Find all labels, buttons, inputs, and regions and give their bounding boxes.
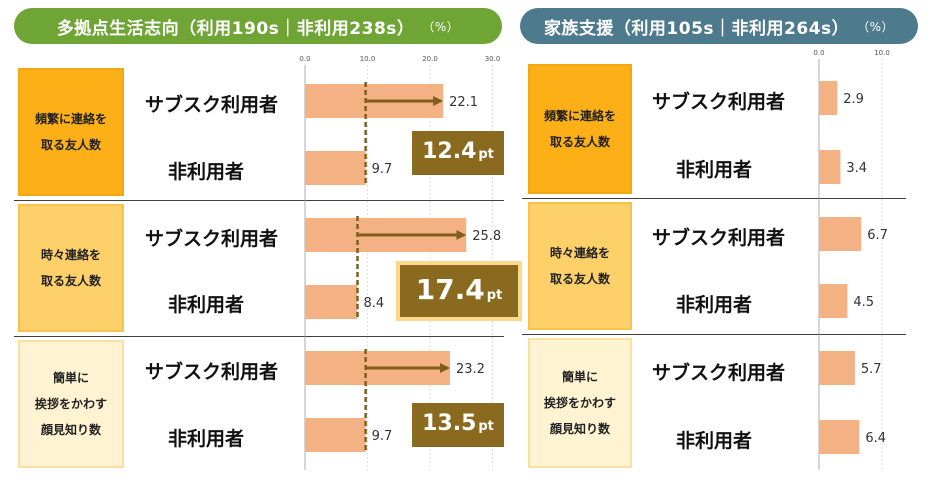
left-panel-title-text: 多拠点生活志向（利用190s｜非利用238s） bbox=[56, 18, 415, 39]
data-label-user: 23.2 bbox=[456, 362, 485, 377]
category-line: 取る友人数 bbox=[549, 135, 610, 149]
bar-nonuser bbox=[305, 285, 358, 319]
category-line: 顔見知り数 bbox=[549, 422, 610, 436]
data-label-user: 2.9 bbox=[843, 92, 864, 107]
diff-box-sometimes: 17.4 pt bbox=[396, 261, 522, 321]
data-label-user: 22.1 bbox=[449, 95, 478, 110]
data-label-nonuser: 9.7 bbox=[372, 162, 393, 177]
diff-value: 13.5 bbox=[422, 411, 477, 436]
category-line: 時々連絡を bbox=[40, 248, 101, 262]
data-label-nonuser: 9.7 bbox=[372, 429, 393, 444]
right-user-label-3: サブスク利用者 bbox=[652, 362, 786, 384]
left-row-separator bbox=[14, 336, 504, 337]
diff-unit: pt bbox=[478, 147, 494, 162]
bar-nonuser bbox=[305, 151, 366, 185]
data-label-user: 5.7 bbox=[861, 362, 882, 377]
right-category-sometimes: 時々連絡を取る友人数 bbox=[528, 202, 632, 330]
axis-tick-label: 10.0 bbox=[874, 49, 890, 57]
right-category-frequent: 頻繁に連絡を 取る友人数 bbox=[528, 64, 632, 194]
bar-nonuser bbox=[305, 418, 366, 452]
data-label-user: 6.7 bbox=[867, 228, 888, 243]
axis-tick-label: 0.0 bbox=[299, 55, 310, 63]
diff-box-acquaintance: 13.5 pt bbox=[412, 403, 504, 447]
axis-tick-label: 10.0 bbox=[360, 55, 376, 63]
data-label-nonuser: 6.4 bbox=[865, 431, 886, 446]
right-nonuser-label-1: 非利用者 bbox=[676, 159, 753, 181]
right-category-acquaintance: 簡単に挨拶をかわす 顔見知り数 bbox=[528, 338, 632, 468]
diff-box-frequent: 12.4 pt bbox=[412, 131, 504, 175]
right-user-label-1: サブスク利用者 bbox=[652, 91, 786, 113]
data-label-user: 25.8 bbox=[472, 229, 501, 244]
left-panel-unit: （%） bbox=[422, 19, 460, 34]
category-line: 取る友人数 bbox=[549, 272, 610, 286]
left-user-label-3: サブスク利用者 bbox=[145, 361, 279, 383]
category-line: 頻繁に連絡を bbox=[543, 109, 616, 123]
bar-nonuser bbox=[819, 150, 841, 184]
bar-nonuser bbox=[819, 420, 860, 454]
bar-nonuser bbox=[819, 284, 848, 318]
left-category-frequent: 頻繁に連絡を 取る友人数 bbox=[18, 68, 124, 196]
left-row-separator bbox=[14, 200, 504, 201]
left-category-acquaintance: 簡単に挨拶をかわす 顔見知り数 bbox=[18, 340, 124, 468]
left-category-sometimes: 時々連絡を取る友人数 bbox=[18, 204, 124, 332]
left-nonuser-label-3: 非利用者 bbox=[168, 428, 245, 450]
bar-user bbox=[819, 217, 862, 251]
data-label-nonuser: 8.4 bbox=[364, 296, 385, 311]
diff-unit: pt bbox=[478, 419, 494, 434]
right-row-separator bbox=[522, 198, 906, 199]
category-line: 簡単に bbox=[52, 371, 89, 385]
left-user-label-1: サブスク利用者 bbox=[145, 94, 279, 116]
category-line: 取る友人数 bbox=[40, 274, 101, 288]
left-user-label-2: サブスク利用者 bbox=[145, 228, 279, 250]
diff-value: 17.4 bbox=[415, 273, 485, 306]
category-line: 頻繁に連絡を bbox=[34, 112, 107, 126]
right-panel-title: 家族支援（利用105s｜非利用264s） （%） bbox=[520, 8, 918, 44]
category-line: 時々連絡を bbox=[549, 246, 610, 260]
axis-tick-label: 20.0 bbox=[422, 55, 438, 63]
data-label-nonuser: 4.5 bbox=[853, 295, 874, 310]
bar-user bbox=[819, 351, 855, 385]
axis-tick-label: 0.0 bbox=[813, 49, 824, 57]
left-panel-title: 多拠点生活志向（利用190s｜非利用238s） （%） bbox=[14, 8, 502, 44]
left-nonuser-label-1: 非利用者 bbox=[168, 161, 245, 183]
diff-value: 12.4 bbox=[422, 139, 477, 164]
right-row-separator bbox=[522, 334, 906, 335]
category-line: 取る友人数 bbox=[40, 138, 101, 152]
right-panel-unit: （%） bbox=[857, 19, 895, 34]
right-panel-title-text: 家族支援（利用105s｜非利用264s） bbox=[543, 18, 850, 39]
right-nonuser-label-3: 非利用者 bbox=[676, 430, 753, 452]
category-line: 挨拶をかわす bbox=[34, 397, 107, 411]
category-line: 簡単に bbox=[561, 370, 598, 384]
bar-user bbox=[819, 81, 838, 115]
axis-tick-label: 30.0 bbox=[485, 55, 501, 63]
category-line: 顔見知り数 bbox=[40, 423, 101, 437]
diff-unit: pt bbox=[486, 288, 503, 303]
right-nonuser-label-2: 非利用者 bbox=[676, 294, 753, 316]
category-line: 挨拶をかわす bbox=[543, 396, 616, 410]
data-label-nonuser: 3.4 bbox=[846, 161, 867, 176]
left-nonuser-label-2: 非利用者 bbox=[168, 294, 245, 316]
right-user-label-2: サブスク利用者 bbox=[652, 227, 786, 249]
